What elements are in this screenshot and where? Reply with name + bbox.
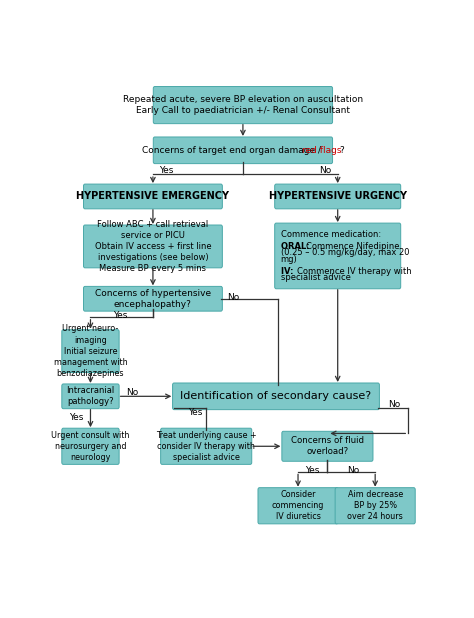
FancyBboxPatch shape: [83, 286, 222, 311]
Text: Consider
commencing
IV diuretics: Consider commencing IV diuretics: [272, 490, 324, 522]
FancyBboxPatch shape: [275, 223, 401, 289]
Text: No: No: [127, 389, 139, 397]
Text: Urgent neuro-
imaging
Initial seizure
management with
benzodiazepines: Urgent neuro- imaging Initial seizure ma…: [54, 324, 128, 378]
Text: Intracranial
pathology?: Intracranial pathology?: [66, 386, 115, 407]
FancyBboxPatch shape: [62, 428, 119, 464]
FancyBboxPatch shape: [83, 225, 222, 268]
Text: Aim decrease
BP by 25%
over 24 hours: Aim decrease BP by 25% over 24 hours: [347, 490, 403, 522]
Text: Treat underlying cause +
consider IV therapy with
specialist advice: Treat underlying cause + consider IV the…: [156, 431, 256, 462]
Text: No: No: [388, 400, 401, 409]
Text: mg): mg): [281, 255, 297, 263]
Text: Follow ABC + call retrieval
service or PICU
Obtain IV access + first line
invest: Follow ABC + call retrieval service or P…: [95, 220, 211, 273]
Text: Yes: Yes: [306, 465, 320, 475]
FancyBboxPatch shape: [161, 428, 252, 464]
Text: Yes: Yes: [113, 311, 127, 320]
Text: (0.25 – 0.5 mg/kg/day, max 20: (0.25 – 0.5 mg/kg/day, max 20: [281, 248, 409, 257]
Text: ORAL:: ORAL:: [281, 242, 312, 251]
FancyBboxPatch shape: [83, 184, 222, 209]
Text: Concerns of target end organ damage / red flags?: Concerns of target end organ damage / re…: [130, 146, 356, 154]
Text: No: No: [347, 465, 359, 475]
Text: ?: ?: [339, 146, 344, 154]
FancyBboxPatch shape: [62, 384, 119, 408]
Text: Concerns of target end organ damage /: Concerns of target end organ damage /: [142, 146, 324, 154]
Text: Yes: Yes: [69, 413, 83, 422]
Text: Repeated acute, severe BP elevation on auscultation
Early Call to paediatrician : Repeated acute, severe BP elevation on a…: [123, 95, 363, 115]
FancyBboxPatch shape: [62, 329, 119, 373]
FancyBboxPatch shape: [258, 488, 338, 524]
FancyBboxPatch shape: [335, 488, 415, 524]
FancyBboxPatch shape: [153, 137, 333, 164]
Text: Commence medication:: Commence medication:: [281, 230, 381, 239]
FancyBboxPatch shape: [153, 87, 333, 124]
Text: Concerns of hypertensive
encephalopathy?: Concerns of hypertensive encephalopathy?: [95, 289, 211, 309]
Text: Yes: Yes: [188, 408, 202, 418]
Text: Commence Nifedipine: Commence Nifedipine: [306, 242, 399, 251]
FancyBboxPatch shape: [282, 431, 373, 461]
Text: Yes: Yes: [159, 166, 173, 175]
Text: Urgent consult with
neurosurgery and
neurology: Urgent consult with neurosurgery and neu…: [51, 431, 130, 462]
Text: specialist advice: specialist advice: [281, 273, 350, 282]
Text: No: No: [319, 166, 332, 175]
Text: red flags: red flags: [301, 146, 341, 154]
Text: HYPERTENSIVE URGENCY: HYPERTENSIVE URGENCY: [269, 192, 407, 201]
FancyBboxPatch shape: [275, 184, 401, 209]
Text: No: No: [228, 293, 240, 302]
Text: Commence IV therapy with: Commence IV therapy with: [297, 267, 412, 276]
Text: Concerns of fluid
overload?: Concerns of fluid overload?: [291, 436, 364, 456]
Text: Identification of secondary cause?: Identification of secondary cause?: [181, 391, 372, 401]
FancyBboxPatch shape: [173, 383, 379, 410]
Text: HYPERTENSIVE EMERGENCY: HYPERTENSIVE EMERGENCY: [76, 192, 229, 201]
Text: IV:: IV:: [281, 267, 296, 276]
